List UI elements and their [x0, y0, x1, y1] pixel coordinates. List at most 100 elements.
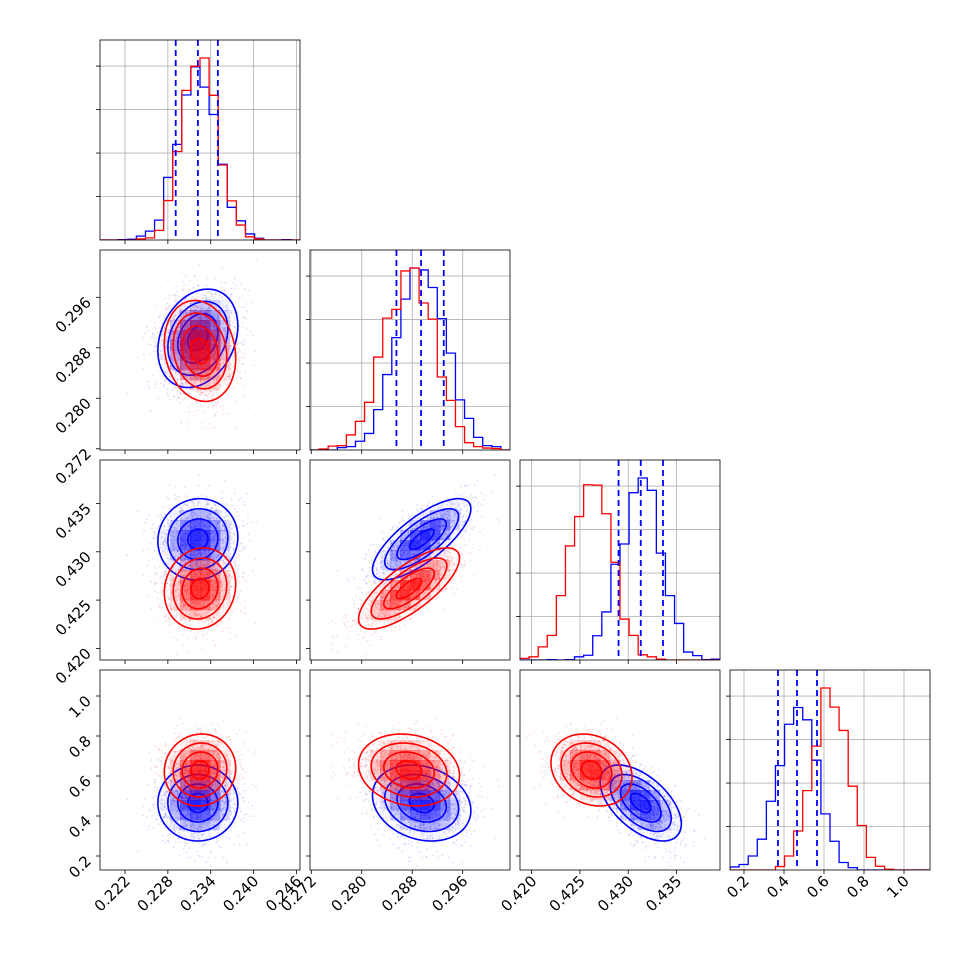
- sample-point: [182, 559, 185, 562]
- sample-point: [205, 499, 208, 502]
- sample-point: [245, 522, 248, 525]
- sample-point: [223, 528, 226, 531]
- sample-point: [163, 370, 166, 373]
- sample-point: [215, 606, 218, 609]
- sample-point: [174, 373, 177, 376]
- sample-point: [201, 391, 204, 394]
- sample-point: [178, 374, 181, 377]
- sample-point: [184, 503, 187, 506]
- sample-point: [142, 368, 145, 371]
- sample-point: [187, 322, 190, 325]
- sample-point: [242, 547, 245, 550]
- sample-point: [142, 529, 145, 532]
- sample-point: [214, 568, 216, 570]
- sample-point: [188, 392, 191, 395]
- sample-point: [159, 518, 162, 521]
- sample-point: [222, 361, 224, 364]
- sample-point: [217, 343, 220, 346]
- sample-point: [197, 622, 200, 624]
- sample-point: [224, 281, 227, 284]
- sample-point: [168, 576, 170, 579]
- sample-point: [200, 317, 203, 319]
- sample-point: [198, 316, 201, 319]
- sample-point: [195, 564, 198, 567]
- sample-point: [220, 528, 223, 531]
- sample-point: [171, 578, 174, 581]
- sample-point: [222, 581, 225, 583]
- sample-point: [213, 519, 216, 522]
- sample-point: [187, 558, 190, 561]
- density-cell: [170, 360, 181, 371]
- sample-point: [206, 298, 208, 301]
- sample-point: [230, 576, 233, 579]
- sample-point: [220, 335, 223, 338]
- sample-point: [179, 573, 182, 575]
- sample-point: [213, 324, 216, 327]
- density-cell: [200, 330, 211, 341]
- sample-point: [216, 378, 218, 381]
- sample-point: [242, 385, 244, 387]
- sample-point: [209, 517, 212, 520]
- sample-point: [202, 398, 205, 401]
- density-cell: [210, 300, 221, 311]
- histogram-blue: [310, 267, 510, 450]
- sample-point: [229, 324, 232, 327]
- sample-point: [218, 340, 220, 343]
- sample-point: [216, 313, 219, 316]
- sample-point: [223, 309, 226, 312]
- sample-point: [233, 316, 236, 319]
- sample-point: [229, 344, 231, 347]
- sample-point: [158, 326, 161, 329]
- sample-point: [209, 541, 212, 544]
- sample-point: [232, 540, 234, 543]
- sample-point: [224, 328, 227, 331]
- sample-point: [178, 318, 180, 321]
- sample-point: [226, 375, 229, 378]
- sample-point: [187, 624, 190, 627]
- sample-point: [237, 564, 240, 567]
- sample-point: [212, 616, 215, 619]
- sample-point: [169, 507, 171, 510]
- sample-point: [184, 326, 187, 328]
- sample-point: [247, 311, 249, 313]
- sample-point: [184, 610, 187, 613]
- sample-point: [187, 325, 190, 328]
- sample-point: [187, 515, 190, 518]
- sample-point: [173, 314, 176, 317]
- sample-point: [234, 560, 237, 563]
- sample-point: [240, 541, 242, 544]
- sample-point: [208, 512, 211, 515]
- sample-point: [201, 427, 204, 430]
- sample-point: [168, 398, 171, 401]
- sample-point: [203, 565, 205, 568]
- sample-point: [126, 392, 129, 395]
- sample-point: [168, 605, 170, 608]
- sample-point: [182, 284, 185, 287]
- sample-point: [182, 314, 185, 317]
- sample-point: [227, 570, 230, 572]
- sample-point: [175, 596, 178, 599]
- sample-point: [183, 397, 186, 400]
- sample-point: [174, 527, 176, 530]
- sample-point: [220, 510, 223, 512]
- sample-point: [244, 600, 247, 603]
- sample-point: [157, 591, 159, 594]
- sample-point: [166, 550, 169, 553]
- sample-point: [207, 393, 210, 395]
- sample-point: [222, 577, 225, 580]
- sample-point: [223, 529, 226, 532]
- sample-point: [212, 325, 215, 328]
- sample-point: [204, 393, 207, 396]
- sample-point: [200, 390, 203, 393]
- sample-point: [212, 404, 215, 407]
- sample-point: [216, 389, 218, 391]
- sample-point: [164, 539, 167, 542]
- sample-point: [222, 315, 225, 317]
- sample-point: [170, 542, 173, 545]
- sample-point: [207, 560, 210, 562]
- sample-point: [209, 381, 211, 383]
- sample-point: [203, 379, 206, 382]
- sample-point: [200, 564, 203, 567]
- sample-point: [161, 605, 164, 608]
